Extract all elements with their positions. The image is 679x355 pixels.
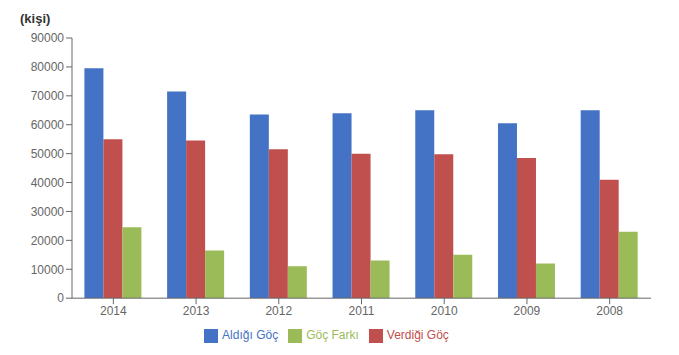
svg-text:30000: 30000 [31,205,65,219]
svg-text:60000: 60000 [31,118,65,132]
svg-text:0: 0 [57,291,64,305]
svg-text:90000: 90000 [31,31,65,45]
svg-text:2009: 2009 [514,304,541,318]
svg-text:40000: 40000 [31,176,65,190]
svg-text:50000: 50000 [31,147,65,161]
svg-text:20000: 20000 [31,234,65,248]
svg-text:2010: 2010 [431,304,458,318]
svg-text:2013: 2013 [183,304,210,318]
svg-text:2012: 2012 [265,304,292,318]
svg-text:80000: 80000 [31,60,65,74]
html-text:(kişi): (kişi) [20,11,51,26]
svg-text:2011: 2011 [349,304,375,318]
svg-text:10000: 10000 [31,263,65,277]
html-text:Göç Farkı: Göç Farkı [306,328,359,343]
html-text:Aldığı Göç: Aldığı Göç [222,328,279,343]
html-text:Verdiği Göç: Verdiği Göç [386,328,449,343]
svg-text:2014: 2014 [100,304,127,318]
svg-text:70000: 70000 [31,89,65,103]
svg-text:2008: 2008 [596,304,623,318]
